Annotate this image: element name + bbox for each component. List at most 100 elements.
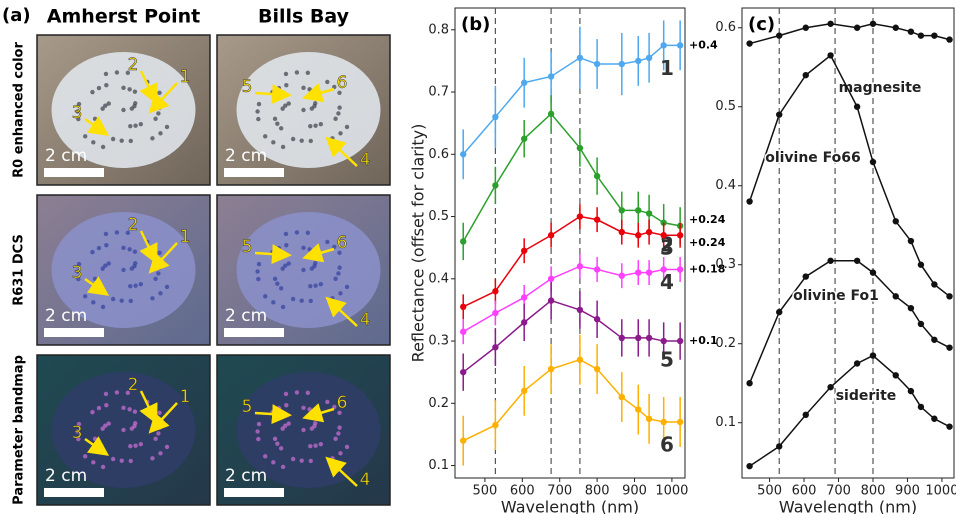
texture (291, 137, 295, 141)
texture (308, 124, 312, 128)
data-point (594, 61, 600, 67)
texture (165, 285, 169, 289)
texture (277, 86, 281, 90)
data-point (931, 281, 937, 287)
data-point (746, 463, 752, 469)
column-header: Bills Bay (258, 6, 350, 28)
texture (275, 282, 279, 286)
texture (101, 465, 105, 469)
texture (337, 425, 341, 429)
data-point (746, 198, 752, 204)
texture (330, 456, 334, 460)
data-point (946, 293, 952, 299)
data-point (677, 266, 683, 272)
target-label: 1 (180, 387, 191, 407)
texture (115, 230, 119, 234)
series-label: 5 (660, 348, 674, 372)
data-point (870, 269, 876, 275)
target-label: 5 (242, 397, 253, 417)
y-tick-label: 0.1 (715, 415, 736, 430)
texture (325, 80, 329, 84)
data-point (893, 372, 899, 378)
texture (100, 106, 104, 110)
texture (284, 72, 288, 76)
texture (157, 105, 161, 109)
data-point (492, 182, 498, 188)
data-point (918, 262, 924, 268)
series-label: 4 (660, 270, 674, 294)
texture (307, 247, 311, 251)
data-point (854, 258, 860, 264)
texture (271, 140, 275, 144)
figure: (a)Amherst PointBills BayR0 enhanced col… (0, 0, 956, 514)
target-label: 2 (128, 375, 139, 395)
row-label: R631 DCS (12, 234, 27, 306)
row-label: R0 enhanced color (12, 42, 27, 178)
target-label: 3 (72, 103, 83, 123)
texture (319, 282, 323, 286)
texture (330, 296, 334, 300)
data-point (918, 321, 924, 327)
texture (255, 269, 259, 273)
texture (281, 305, 285, 309)
x-tick-label: 600 (792, 484, 817, 499)
data-point (646, 55, 652, 61)
texture (325, 240, 329, 244)
texture (333, 117, 337, 121)
texture (133, 409, 137, 413)
texture (301, 406, 305, 410)
data-point (870, 352, 876, 358)
data-point (776, 443, 782, 449)
texture (97, 86, 101, 90)
data-point (854, 25, 860, 31)
texture (308, 444, 312, 448)
data-point (521, 388, 527, 394)
data-point (677, 338, 683, 344)
texture (336, 271, 340, 275)
x-tick-label: 1000 (925, 484, 956, 499)
texture (127, 247, 131, 251)
data-point (646, 229, 652, 235)
texture (111, 137, 115, 141)
texture (279, 286, 283, 290)
texture (257, 262, 261, 266)
data-point (619, 394, 625, 400)
texture (313, 261, 317, 265)
y-tick-label: 0.3 (715, 257, 736, 272)
data-point (827, 52, 833, 58)
texture (301, 428, 305, 432)
texture (281, 465, 285, 469)
data-point (646, 210, 652, 216)
row-label: Parameter bandmap (12, 355, 27, 505)
texture (271, 460, 275, 464)
texture (129, 299, 133, 303)
data-point (827, 384, 833, 390)
texture (273, 117, 277, 121)
data-point (827, 21, 833, 27)
texture (93, 117, 97, 121)
series-label: olivine Fo66 (765, 150, 861, 166)
data-point (854, 104, 860, 110)
data-point (548, 232, 554, 238)
series-label: 3 (660, 236, 674, 260)
texture (280, 266, 284, 270)
scale-bar-label: 2 cm (225, 146, 267, 166)
texture (336, 111, 340, 115)
data-point (635, 269, 641, 275)
offset-label: +0.4 (689, 38, 718, 51)
texture (139, 122, 143, 126)
series-label: siderite (836, 388, 897, 404)
texture (291, 297, 295, 301)
scale-bar (224, 168, 284, 177)
texture (133, 89, 137, 93)
data-point (635, 58, 641, 64)
texture (256, 117, 260, 121)
scale-bar-label: 2 cm (225, 306, 267, 326)
texture (157, 91, 161, 95)
texture (295, 230, 299, 234)
texture (121, 428, 125, 432)
texture (150, 296, 154, 300)
scale-bar (224, 328, 284, 337)
texture (256, 277, 260, 281)
data-point (803, 25, 809, 31)
